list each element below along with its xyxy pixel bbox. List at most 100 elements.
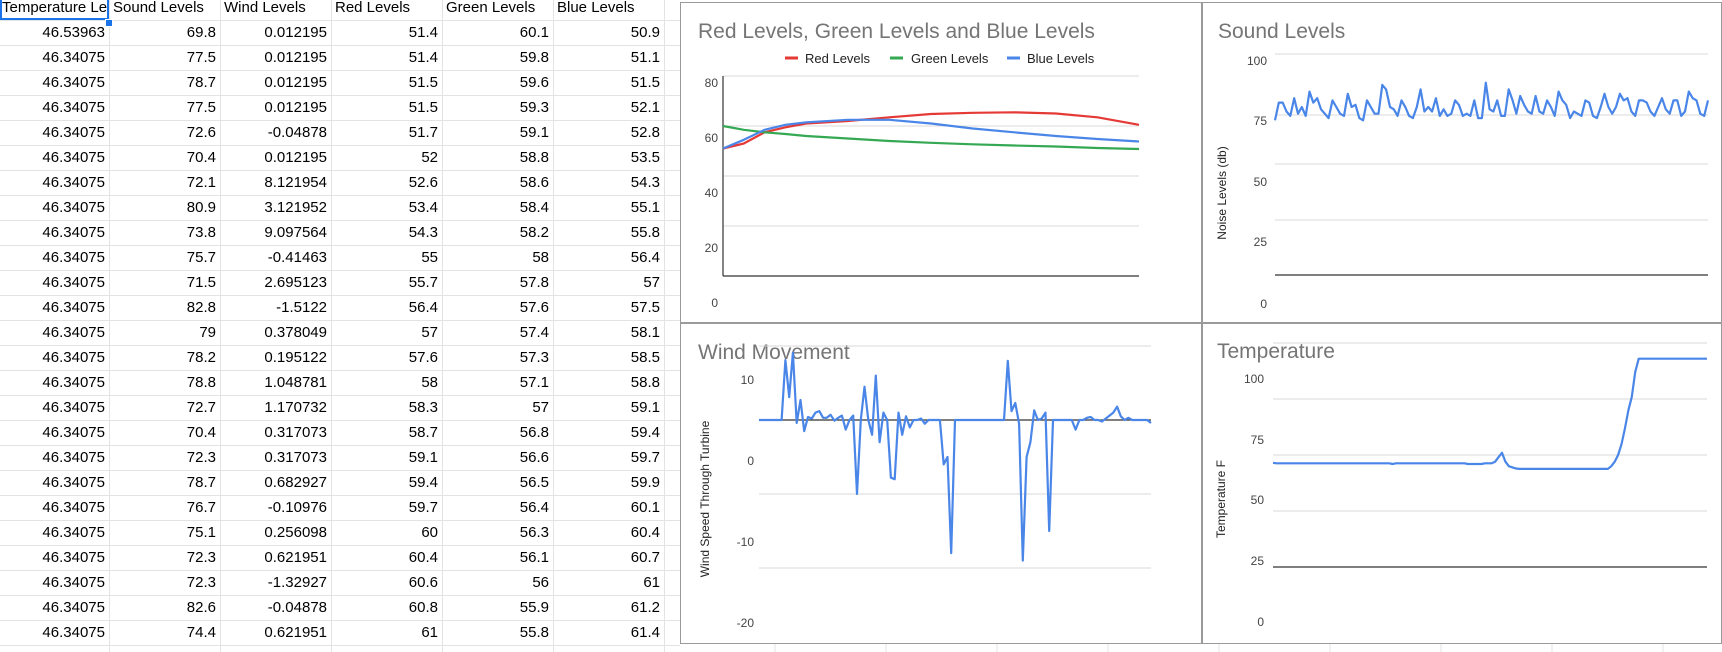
table-cell[interactable]: 61.4 bbox=[630, 624, 660, 641]
table-cell[interactable]: 46.34075 bbox=[42, 74, 105, 91]
table-cell[interactable]: 46.34075 bbox=[42, 224, 105, 241]
table-cell[interactable]: 77.5 bbox=[186, 49, 216, 66]
table-cell[interactable]: 56.8 bbox=[519, 424, 549, 441]
table-cell[interactable]: -0.04878 bbox=[267, 124, 327, 141]
table-cell[interactable]: 72.7 bbox=[186, 399, 216, 416]
table-cell[interactable]: 54.3 bbox=[408, 224, 438, 241]
table-cell[interactable]: 61 bbox=[643, 574, 660, 591]
table-cell[interactable]: 46.34075 bbox=[42, 599, 105, 616]
chart-rgb-levels[interactable]: Red Levels, Green Levels and Blue Levels… bbox=[680, 2, 1202, 323]
table-cell[interactable]: 78.7 bbox=[186, 474, 216, 491]
table-cell[interactable]: 0.682927 bbox=[264, 474, 327, 491]
table-cell[interactable]: 56 bbox=[532, 574, 549, 591]
table-cell[interactable]: 52.1 bbox=[630, 99, 660, 116]
table-cell[interactable]: 60.1 bbox=[519, 24, 549, 41]
table-cell[interactable]: 46.34075 bbox=[42, 474, 105, 491]
table-cell[interactable]: 78.2 bbox=[186, 349, 216, 366]
table-cell[interactable]: 75.1 bbox=[186, 524, 216, 541]
table-cell[interactable]: 0.378049 bbox=[264, 324, 327, 341]
table-cell[interactable]: 60.7 bbox=[630, 549, 660, 566]
table-cell[interactable]: 76.7 bbox=[186, 499, 216, 516]
table-cell[interactable]: 57.4 bbox=[519, 324, 549, 341]
table-cell[interactable]: 74.4 bbox=[186, 624, 216, 641]
spreadsheet-grid[interactable]: Temperature Levels Sound Levels Wind Lev… bbox=[0, 0, 680, 652]
table-cell[interactable]: 46.34075 bbox=[42, 424, 105, 441]
header-cell-green[interactable]: Green Levels bbox=[446, 0, 536, 16]
table-cell[interactable]: 58.6 bbox=[519, 174, 549, 191]
table-cell[interactable]: 59.7 bbox=[630, 449, 660, 466]
table-cell[interactable]: 52 bbox=[421, 149, 438, 166]
header-cell-temperature[interactable]: Temperature Levels bbox=[0, 0, 109, 20]
table-cell[interactable]: 46.34075 bbox=[42, 199, 105, 216]
table-cell[interactable]: 46.34075 bbox=[42, 99, 105, 116]
table-cell[interactable]: 58.1 bbox=[630, 324, 660, 341]
header-cell-red[interactable]: Red Levels bbox=[335, 0, 411, 16]
table-cell[interactable]: 46.34075 bbox=[42, 624, 105, 641]
header-cell-blue[interactable]: Blue Levels bbox=[557, 0, 635, 16]
table-cell[interactable]: 78.7 bbox=[186, 74, 216, 91]
table-cell[interactable]: 57.3 bbox=[519, 349, 549, 366]
table-cell[interactable]: -0.41463 bbox=[267, 249, 327, 266]
table-cell[interactable]: 0.012195 bbox=[264, 24, 327, 41]
table-cell[interactable]: 72.3 bbox=[186, 549, 216, 566]
table-cell[interactable]: 58.8 bbox=[630, 374, 660, 391]
table-cell[interactable]: 60.4 bbox=[630, 524, 660, 541]
table-cell[interactable]: 0.256098 bbox=[264, 524, 327, 541]
table-cell[interactable]: 9.097564 bbox=[264, 224, 327, 241]
table-cell[interactable]: 69.8 bbox=[186, 24, 216, 41]
table-cell[interactable]: 59.9 bbox=[630, 474, 660, 491]
table-cell[interactable]: 0.621951 bbox=[264, 549, 327, 566]
table-cell[interactable]: 46.34075 bbox=[42, 399, 105, 416]
table-cell[interactable]: 57 bbox=[421, 324, 438, 341]
table-cell[interactable]: 59.1 bbox=[630, 399, 660, 416]
header-cell-wind[interactable]: Wind Levels bbox=[224, 0, 306, 16]
selection-fill-handle[interactable] bbox=[105, 19, 113, 27]
table-cell[interactable]: 56.4 bbox=[630, 249, 660, 266]
table-cell[interactable]: 77.5 bbox=[186, 99, 216, 116]
table-cell[interactable]: 0.195122 bbox=[264, 349, 327, 366]
table-cell[interactable]: 78.8 bbox=[186, 374, 216, 391]
table-cell[interactable]: 57.8 bbox=[519, 274, 549, 291]
header-cell-sound[interactable]: Sound Levels bbox=[113, 0, 204, 16]
table-cell[interactable]: 57.5 bbox=[630, 299, 660, 316]
table-cell[interactable]: 70.4 bbox=[186, 424, 216, 441]
table-cell[interactable]: 59.8 bbox=[519, 49, 549, 66]
chart-rgb-legend[interactable]: Red Levels Green Levels Blue Levels bbox=[785, 51, 1095, 66]
table-cell[interactable]: 60.8 bbox=[408, 599, 438, 616]
table-cell[interactable]: 55.8 bbox=[630, 224, 660, 241]
table-cell[interactable]: 58.8 bbox=[519, 149, 549, 166]
table-cell[interactable]: 51.5 bbox=[630, 74, 660, 91]
table-cell[interactable]: 51.5 bbox=[408, 99, 438, 116]
table-cell[interactable]: 57.6 bbox=[408, 349, 438, 366]
table-cell[interactable]: -1.32927 bbox=[267, 574, 327, 591]
table-cell[interactable]: 0.012195 bbox=[264, 149, 327, 166]
table-cell[interactable]: -0.10976 bbox=[267, 499, 327, 516]
table-cell[interactable]: 58.7 bbox=[408, 424, 438, 441]
table-cell[interactable]: 0.317073 bbox=[264, 424, 327, 441]
table-cell[interactable]: 46.34075 bbox=[42, 574, 105, 591]
table-cell[interactable]: 50.9 bbox=[630, 24, 660, 41]
chart-sound-levels[interactable]: Sound Levels Noise Levels (db) 0 25 50 7… bbox=[1202, 2, 1722, 323]
table-cell[interactable]: 60 bbox=[421, 524, 438, 541]
table-cell[interactable]: 59.6 bbox=[519, 74, 549, 91]
table-cell[interactable]: 71.5 bbox=[186, 274, 216, 291]
table-cell[interactable]: 46.53963 bbox=[42, 24, 105, 41]
table-cell[interactable]: -1.5122 bbox=[276, 299, 327, 316]
table-cell[interactable]: 59.1 bbox=[519, 124, 549, 141]
table-cell[interactable]: 8.121954 bbox=[264, 174, 327, 191]
table-cell[interactable]: 82.6 bbox=[186, 599, 216, 616]
table-cell[interactable]: 55.9 bbox=[519, 599, 549, 616]
table-cell[interactable]: 46.34075 bbox=[42, 149, 105, 166]
table-cell[interactable]: 56.5 bbox=[519, 474, 549, 491]
table-cell[interactable]: 46.34075 bbox=[42, 299, 105, 316]
table-cell[interactable]: 73.8 bbox=[186, 224, 216, 241]
table-cell[interactable]: 60.6 bbox=[408, 574, 438, 591]
table-cell[interactable]: 0.317073 bbox=[264, 449, 327, 466]
table-cell[interactable]: 57.6 bbox=[519, 299, 549, 316]
table-cell[interactable]: 59.1 bbox=[408, 449, 438, 466]
table-cell[interactable]: 56.3 bbox=[519, 524, 549, 541]
table-cell[interactable]: 46.34075 bbox=[42, 524, 105, 541]
table-cell[interactable]: 58.5 bbox=[630, 349, 660, 366]
table-cell[interactable]: 56.6 bbox=[519, 449, 549, 466]
table-cell[interactable]: 46.34075 bbox=[42, 499, 105, 516]
